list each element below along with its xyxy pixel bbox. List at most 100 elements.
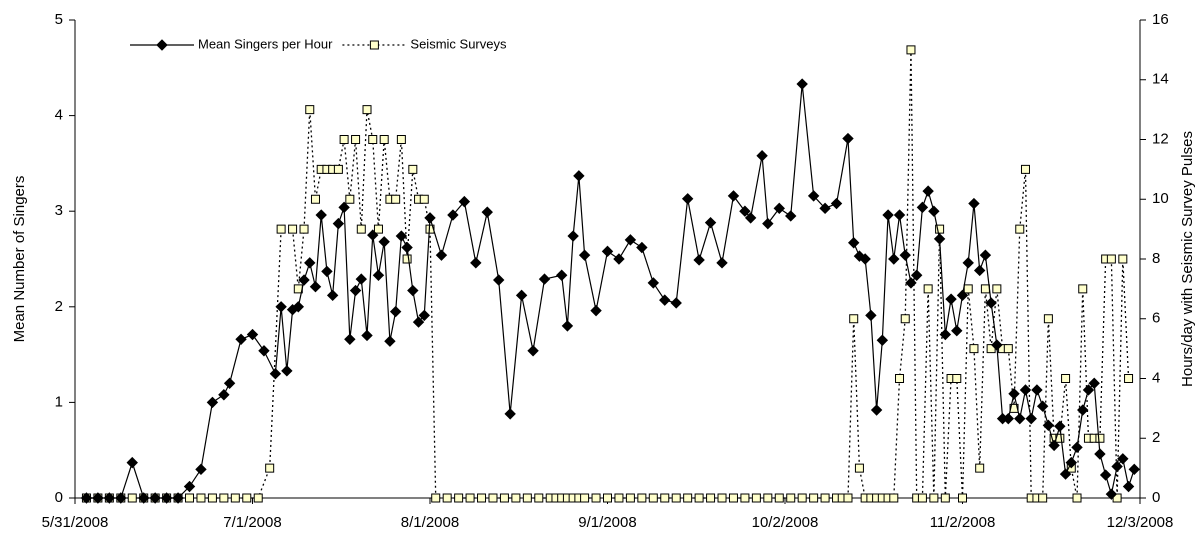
data-point [968, 197, 980, 210]
data-point [488, 493, 498, 503]
data-point [963, 284, 973, 294]
data-point [899, 249, 911, 261]
data-point [980, 284, 990, 294]
data-point [962, 257, 974, 269]
data-point [1043, 314, 1053, 324]
data-point [763, 493, 773, 503]
data-point [580, 493, 590, 503]
data-point [258, 345, 270, 357]
data-point [561, 320, 574, 332]
data-point [349, 284, 362, 297]
data-point [275, 301, 287, 313]
data-point [1077, 404, 1089, 416]
data-point [361, 329, 373, 342]
data-point [979, 249, 992, 261]
data-point [442, 493, 452, 503]
data-point [419, 194, 429, 204]
data-point [796, 78, 808, 90]
data-point [830, 197, 843, 210]
data-point [219, 493, 229, 503]
data-point [910, 269, 923, 281]
data-point [412, 316, 425, 328]
data-point [1008, 388, 1020, 400]
data-point [522, 493, 532, 503]
data-point [207, 493, 217, 503]
data-point [704, 216, 717, 229]
data-point [183, 480, 196, 493]
data-point [1059, 468, 1072, 480]
data-point [1099, 469, 1112, 481]
data-point [659, 294, 671, 306]
data-point [939, 328, 952, 341]
data-point [292, 301, 305, 313]
data-point [1071, 441, 1083, 454]
x-tick-label: 7/1/2008 [223, 514, 281, 531]
data-point [717, 493, 727, 503]
data-point [940, 493, 950, 503]
data-point [332, 217, 345, 230]
data-point [951, 324, 963, 337]
y-tick-label: 4 [55, 107, 63, 124]
x-tick-label: 8/1/2008 [401, 514, 459, 531]
data-point [534, 493, 544, 503]
data-point [281, 365, 293, 377]
data-point [326, 289, 339, 302]
x-tick-label: 9/1/2008 [578, 514, 636, 531]
y2-tick-label: 14 [1152, 71, 1169, 88]
data-point [373, 224, 383, 234]
data-point [573, 170, 585, 182]
data-point [614, 493, 624, 503]
data-point [693, 254, 705, 266]
data-point [338, 201, 350, 214]
data-point [1082, 384, 1095, 396]
data-point [848, 237, 860, 249]
data-point [876, 334, 889, 346]
data-point [407, 284, 419, 297]
data-point [499, 493, 509, 503]
data-point [773, 202, 785, 215]
y-tick-label: 3 [55, 202, 63, 219]
data-point [870, 404, 883, 416]
data-point [889, 493, 899, 503]
data-point [683, 493, 693, 503]
data-point [916, 201, 929, 214]
data-point [807, 190, 820, 202]
data-point [985, 297, 997, 309]
data-point [269, 368, 282, 380]
data-point [744, 212, 757, 224]
x-tick-label: 11/2/2008 [930, 514, 996, 531]
data-point [1065, 456, 1077, 469]
data-point [636, 241, 648, 254]
data-point [774, 493, 784, 503]
data-point [115, 492, 127, 504]
data-point [395, 230, 408, 242]
data-point [465, 493, 475, 503]
data-point [603, 493, 612, 503]
data-point [391, 194, 401, 204]
data-point [435, 249, 448, 261]
data-point [882, 209, 894, 221]
data-point [1054, 420, 1066, 433]
data-point [458, 195, 471, 208]
data-point [368, 135, 378, 144]
data-point [206, 396, 219, 409]
data-point [859, 253, 871, 265]
data-point [431, 493, 441, 503]
data-point [504, 408, 516, 420]
data-point [1117, 453, 1129, 465]
data-point [1106, 254, 1116, 264]
data-point [637, 493, 647, 503]
data-point [138, 492, 150, 504]
data-point [379, 135, 389, 144]
data-point [854, 463, 864, 473]
data-point [933, 233, 946, 245]
data-point [315, 209, 327, 221]
data-point [321, 265, 333, 278]
data-point [372, 269, 385, 281]
data-point [694, 493, 704, 503]
data-point [893, 209, 906, 221]
data-point [126, 456, 138, 469]
data-point [625, 493, 635, 503]
legend: Mean Singers per Hour Seismic Surveys [130, 36, 507, 51]
data-point [945, 293, 957, 305]
